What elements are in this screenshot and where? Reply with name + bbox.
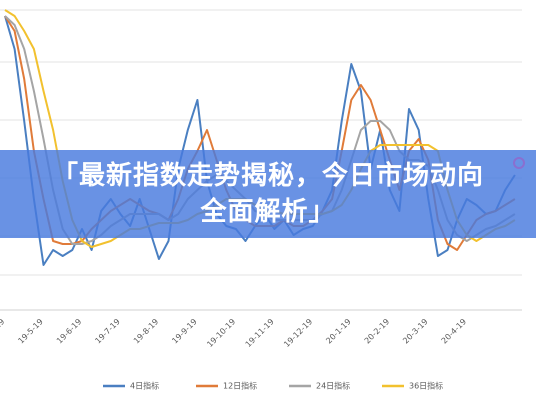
x-tick-label: 19-9-19	[170, 317, 198, 345]
x-tick-label: 19-4-19	[0, 317, 6, 345]
x-tick-label: 19-12-19	[282, 317, 314, 349]
legend-label: 4日指标	[130, 381, 159, 391]
legend-label: 12日指标	[223, 381, 257, 391]
legend-label: 36日指标	[409, 381, 443, 391]
x-tick-label: 19-5-19	[16, 317, 44, 345]
title-banner: 「最新指数走势揭秘，今日市场动向全面解析」	[0, 150, 536, 238]
x-tick-label: 19-7-19	[93, 317, 121, 345]
x-tick-label: 19-6-19	[55, 317, 83, 345]
x-tick-label: 19-10-19	[205, 317, 237, 349]
x-tick-label: 20-3-19	[401, 317, 429, 345]
x-tick-label: 20-2-19	[363, 317, 391, 345]
x-tick-label: 20-1-19	[324, 317, 352, 345]
x-tick-label: 20-4-19	[440, 317, 468, 345]
x-tick-label: 19-8-19	[132, 317, 160, 345]
x-tick-label: 19-11-19	[244, 317, 276, 349]
title: 「最新指数走势揭秘，今日市场动向全面解析」	[51, 161, 484, 227]
legend-label: 24日指标	[316, 381, 350, 391]
